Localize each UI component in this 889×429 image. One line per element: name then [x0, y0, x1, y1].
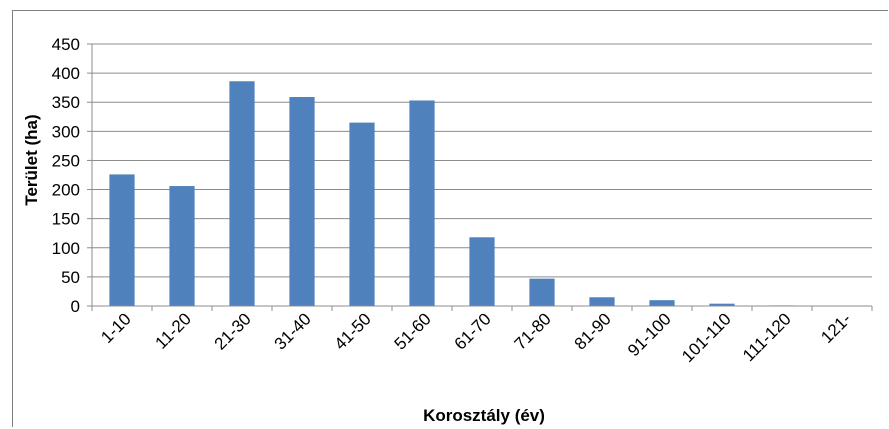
y-tick-label: 50	[61, 268, 80, 287]
x-tick-labels: 1-10 11-20 21-30 31-40 41-50 51-60 61-70 71-80 8…	[97, 309, 854, 366]
y-tick-labels: 0 50 100 150 200 250 300 350 400 450	[52, 35, 80, 316]
bar-71-80	[529, 278, 555, 306]
y-tick-label: 450	[52, 35, 80, 54]
y-tick-label: 150	[52, 210, 80, 229]
bar-91-100	[649, 300, 675, 306]
x-tick-label: 111-120	[739, 309, 795, 365]
x-tick-label: 31-40	[271, 309, 315, 353]
bar-11-20	[169, 186, 195, 306]
x-tick-label: 61-70	[451, 309, 495, 353]
x-axis-title: Korosztály (év)	[423, 406, 545, 425]
y-tick-label: 300	[52, 122, 80, 141]
y-tick-label: 100	[52, 239, 80, 258]
y-tick-label: 350	[52, 93, 80, 112]
bar-101-110	[709, 303, 735, 306]
y-tick-label: 250	[52, 151, 80, 170]
bar-21-30	[229, 81, 255, 306]
x-tick-label: 121-	[817, 309, 854, 346]
x-tick-label: 11-20	[152, 309, 195, 352]
x-tick-label: 41-50	[331, 309, 375, 353]
bar-1-10	[109, 174, 135, 306]
bar-51-60	[409, 100, 435, 306]
bars	[109, 81, 795, 306]
x-tick-label: 91-100	[624, 309, 675, 360]
bar-41-50	[349, 122, 375, 306]
y-tick-label: 200	[52, 181, 80, 200]
x-tick-label: 81-90	[571, 309, 615, 353]
bar-81-90	[589, 297, 615, 306]
y-tick-label: 400	[52, 64, 80, 83]
x-tick-label: 51-60	[391, 309, 435, 353]
y-axis-title: Terület (ha)	[22, 114, 41, 205]
bar-31-40	[289, 96, 315, 306]
x-tick-label: 71-80	[511, 309, 555, 353]
x-tick-label: 1-10	[97, 309, 134, 346]
x-tick-label: 101-110	[678, 309, 735, 366]
bar-61-70	[469, 237, 495, 306]
x-tick-label: 21-30	[211, 309, 255, 353]
axes	[87, 43, 873, 311]
y-tick-label: 0	[71, 297, 80, 316]
